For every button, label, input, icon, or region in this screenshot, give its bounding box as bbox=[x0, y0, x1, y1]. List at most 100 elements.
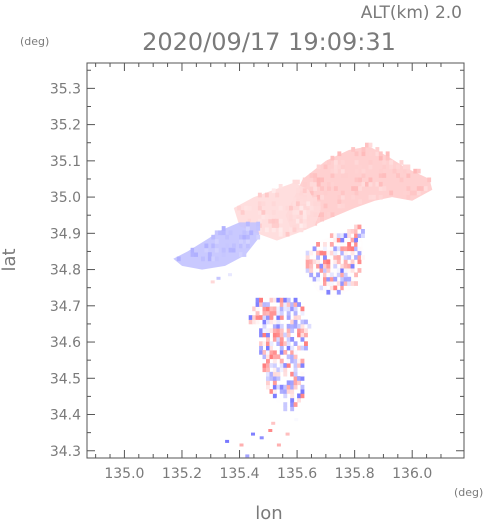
data-cell bbox=[286, 328, 291, 333]
data-cell bbox=[283, 350, 288, 355]
data-cell bbox=[340, 268, 345, 273]
data-cell bbox=[316, 164, 321, 170]
data-cell bbox=[266, 332, 270, 338]
data-cell bbox=[313, 173, 318, 178]
data-cell bbox=[266, 328, 270, 333]
data-cell bbox=[300, 323, 305, 329]
data-cell bbox=[262, 323, 267, 329]
data-cell bbox=[272, 354, 277, 360]
data-cell bbox=[361, 173, 366, 178]
data-cell bbox=[382, 160, 387, 165]
data-cell bbox=[266, 380, 270, 386]
data-cell bbox=[406, 173, 411, 178]
data-cell bbox=[290, 358, 295, 364]
data-cell bbox=[361, 168, 366, 174]
data-cell bbox=[343, 268, 348, 273]
data-cell bbox=[259, 297, 263, 303]
data-cell bbox=[323, 259, 327, 265]
data-cell bbox=[319, 263, 324, 269]
data-cell bbox=[343, 272, 348, 278]
data-cell bbox=[290, 350, 295, 355]
data-cell bbox=[304, 328, 308, 333]
data-cell bbox=[247, 205, 252, 211]
echo-point bbox=[271, 421, 276, 425]
data-cell bbox=[327, 181, 331, 187]
data-cell bbox=[347, 246, 352, 252]
data-cell bbox=[190, 252, 195, 257]
data-cell bbox=[266, 310, 270, 316]
data-cell bbox=[340, 160, 345, 165]
data-cell bbox=[262, 354, 267, 360]
data-cell bbox=[275, 223, 280, 228]
data-cell bbox=[354, 224, 358, 230]
data-cell bbox=[214, 256, 219, 262]
data-cell bbox=[266, 302, 270, 307]
data-cell bbox=[302, 188, 307, 194]
x-tick-label: 135.4 bbox=[219, 466, 259, 482]
data-cell bbox=[300, 310, 305, 316]
data-cell bbox=[261, 201, 266, 207]
data-cell bbox=[269, 350, 274, 355]
data-cell bbox=[316, 276, 320, 282]
data-cell bbox=[278, 231, 283, 237]
data-cell bbox=[293, 306, 298, 312]
data-cell bbox=[340, 173, 345, 178]
data-cell bbox=[266, 306, 270, 312]
data-cell bbox=[251, 218, 255, 224]
y-tick-label: 34.3 bbox=[50, 444, 81, 460]
data-cell bbox=[354, 190, 359, 196]
data-cell bbox=[266, 367, 270, 373]
data-cell bbox=[269, 306, 274, 312]
data-cell bbox=[336, 289, 341, 295]
data-cell bbox=[290, 354, 295, 360]
data-cell bbox=[343, 276, 348, 282]
data-cell bbox=[286, 389, 291, 394]
data-cell bbox=[295, 201, 300, 207]
data-cell bbox=[218, 230, 223, 236]
data-cell bbox=[326, 289, 331, 295]
data-cell bbox=[255, 319, 260, 325]
data-cell bbox=[357, 255, 362, 260]
data-cell bbox=[286, 363, 291, 368]
data-cell bbox=[279, 315, 284, 320]
data-cell bbox=[343, 281, 348, 286]
data-cell bbox=[276, 315, 281, 320]
data-cell bbox=[276, 341, 281, 346]
data-cell bbox=[302, 197, 307, 202]
data-cell bbox=[232, 243, 236, 249]
data-cell bbox=[365, 142, 369, 148]
data-cell bbox=[354, 233, 358, 238]
data-cell bbox=[313, 197, 318, 202]
data-cell bbox=[278, 184, 283, 189]
data-cell bbox=[245, 239, 250, 244]
data-cell bbox=[336, 237, 341, 243]
data-cell bbox=[248, 315, 253, 320]
data-cell bbox=[242, 230, 247, 236]
data-cell bbox=[354, 272, 358, 278]
data-cell bbox=[309, 263, 314, 269]
data-cell bbox=[286, 358, 291, 364]
data-cell bbox=[357, 233, 362, 238]
data-cell bbox=[399, 177, 404, 183]
data-cell bbox=[358, 164, 362, 170]
data-cell bbox=[262, 358, 267, 364]
data-cell bbox=[323, 246, 327, 252]
data-cell bbox=[337, 164, 342, 170]
data-cell bbox=[297, 358, 301, 364]
data-cell bbox=[286, 315, 291, 320]
data-cell bbox=[293, 350, 298, 355]
data-cell bbox=[264, 227, 269, 233]
data-cell bbox=[268, 214, 273, 220]
data-cell bbox=[286, 332, 291, 338]
data-cell bbox=[261, 214, 266, 220]
data-cell bbox=[276, 397, 281, 403]
data-cell bbox=[256, 221, 261, 227]
data-cell bbox=[329, 272, 334, 278]
data-cell bbox=[266, 371, 270, 377]
data-cell bbox=[286, 341, 291, 346]
data-cell bbox=[416, 186, 421, 191]
data-cell bbox=[300, 393, 305, 399]
data-cell bbox=[278, 227, 283, 233]
plot-frame bbox=[86, 62, 465, 459]
